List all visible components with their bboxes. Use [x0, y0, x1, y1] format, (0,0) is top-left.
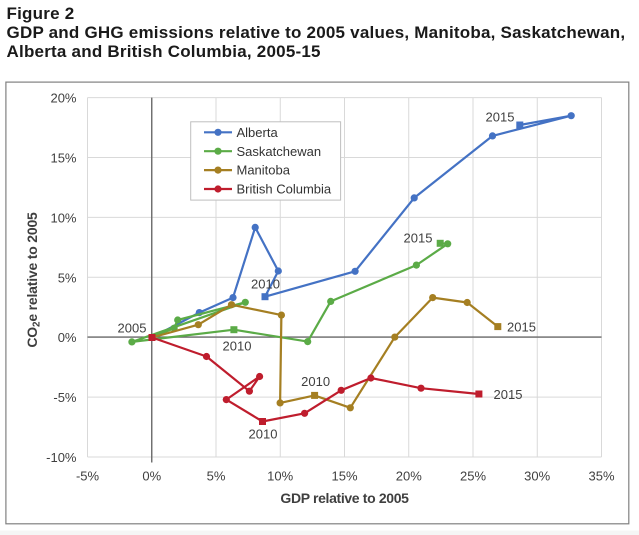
svg-text:2010: 2010 [249, 426, 278, 441]
svg-text:-10%: -10% [46, 450, 77, 465]
svg-text:2010: 2010 [251, 276, 280, 291]
svg-text:British Columbia: British Columbia [237, 182, 332, 197]
svg-text:2015: 2015 [404, 230, 433, 245]
svg-text:-5%: -5% [53, 390, 77, 405]
svg-text:15%: 15% [50, 151, 76, 166]
svg-text:Manitoba: Manitoba [237, 163, 291, 178]
svg-text:20%: 20% [50, 91, 76, 106]
svg-text:30%: 30% [524, 469, 550, 484]
svg-text:2010: 2010 [301, 374, 330, 389]
svg-text:Saskatchewan: Saskatchewan [237, 144, 322, 159]
svg-text:GDP relative to 2005: GDP relative to 2005 [280, 490, 409, 506]
svg-text:5%: 5% [58, 270, 77, 285]
svg-text:15%: 15% [331, 469, 357, 484]
svg-text:CO2e relative to 2005: CO2e relative to 2005 [24, 212, 43, 348]
svg-text:0%: 0% [58, 330, 77, 345]
svg-text:5%: 5% [207, 469, 226, 484]
svg-text:2015: 2015 [494, 387, 523, 402]
svg-text:2005: 2005 [118, 321, 147, 336]
svg-text:2015: 2015 [507, 319, 536, 334]
svg-text:10%: 10% [267, 469, 293, 484]
svg-text:0%: 0% [142, 469, 161, 484]
svg-text:20%: 20% [396, 469, 422, 484]
svg-text:2010: 2010 [223, 338, 252, 353]
svg-text:-5%: -5% [76, 469, 100, 484]
svg-text:Alberta: Alberta [237, 125, 279, 140]
svg-text:2015: 2015 [486, 109, 515, 124]
svg-text:35%: 35% [588, 469, 614, 484]
svg-text:25%: 25% [460, 469, 486, 484]
svg-text:10%: 10% [50, 210, 76, 225]
